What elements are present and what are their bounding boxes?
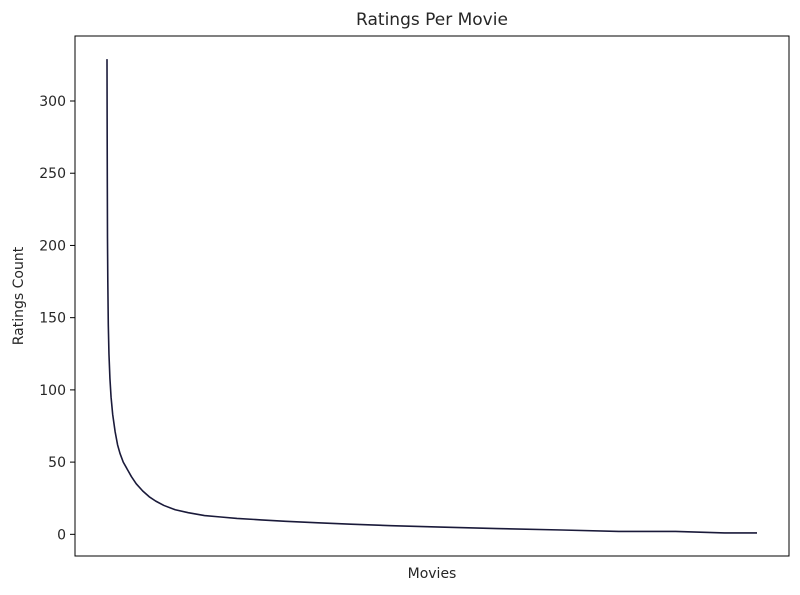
y-axis-ticks: 0 50 100 150 200 250 300: [39, 94, 75, 543]
plot-frame: [74, 35, 790, 557]
plot-area: [106, 59, 757, 534]
y-axis-label: Ratings Count: [11, 246, 27, 345]
y-tick-label: 0: [57, 527, 66, 543]
series-line: [106, 59, 757, 534]
axes: [74, 35, 790, 557]
y-tick-label: 100: [39, 383, 66, 399]
y-tick-label: 250: [39, 166, 66, 182]
y-tick-label: 300: [39, 94, 66, 110]
y-tick-label: 200: [39, 238, 66, 254]
y-tick-label: 150: [39, 311, 66, 327]
chart-title: Ratings Per Movie: [356, 10, 508, 30]
y-tick-label: 50: [48, 455, 66, 471]
x-axis-label: Movies: [408, 566, 457, 582]
